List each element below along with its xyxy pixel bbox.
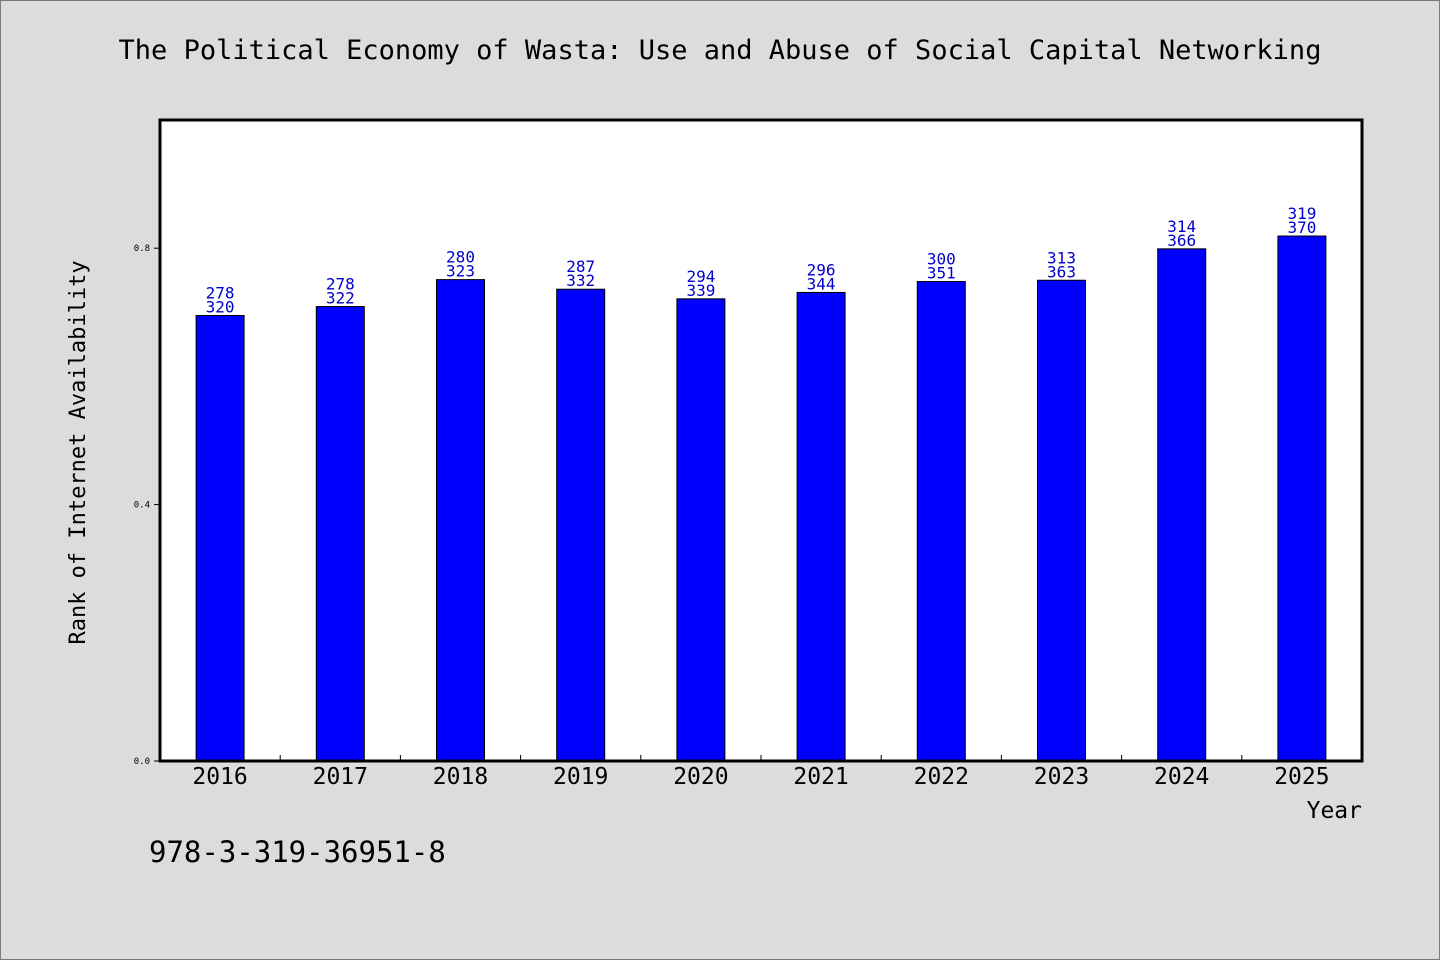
x-axis-label: Year [1307,798,1362,824]
x-tick-label-2025: 2025 [1274,764,1329,790]
data-label-bottom-2024: 366 [1167,231,1196,250]
data-label-top-2018: 280 [446,248,475,267]
data-label-top-2023: 313 [1047,248,1076,267]
data-label-top-2024: 314 [1167,217,1196,236]
y-tick-label: 0.8 [134,244,150,254]
x-tick-label-2021: 2021 [793,764,848,790]
bar-2023 [1037,279,1086,762]
data-label-bottom-2019: 332 [566,271,595,290]
data-label-top-2022: 300 [927,250,956,269]
bar-2017 [315,306,365,762]
data-label-bottom-2022: 351 [927,264,956,283]
isbn-footer: 978-3-319-36951-8 [149,835,446,869]
x-tick-label-2024: 2024 [1154,764,1209,790]
bar-2024 [1157,248,1207,762]
data-label-top-2016: 278 [206,284,235,303]
y-tick-label: 0.0 [134,757,150,767]
chart-title: The Political Economy of Wasta: Use and … [118,35,1322,66]
bar-2016 [195,315,245,762]
data-label-bottom-2023: 363 [1047,262,1076,281]
data-label-top-2019: 287 [566,257,595,276]
data-label-bottom-2025: 370 [1287,218,1316,237]
bar-2019 [556,288,606,762]
y-axis-label: Rank of Internet Availability [66,260,91,644]
y-tick-label: 0.4 [134,501,150,511]
data-label-top-2025: 319 [1287,204,1316,223]
x-tick-label-2023: 2023 [1034,764,1089,790]
plot-frame [158,118,1364,763]
bar-2021 [796,291,846,762]
data-label-top-2021: 296 [807,260,836,279]
x-tick-label-2018: 2018 [433,764,488,790]
bar-2020 [676,298,726,762]
x-tick-label-2019: 2019 [553,764,608,790]
data-label-bottom-2021: 344 [807,274,836,293]
bar-2022 [916,281,966,762]
bar-2025 [1277,235,1327,762]
x-tick-label-2022: 2022 [914,764,969,790]
data-label-bottom-2016: 320 [206,298,235,317]
data-label-bottom-2020: 339 [686,281,715,300]
data-label-top-2017: 278 [326,275,355,294]
x-tick-label-2020: 2020 [673,764,728,790]
x-tick-label-2016: 2016 [192,764,247,790]
x-tick-label-2017: 2017 [313,764,368,790]
data-label-bottom-2018: 323 [446,262,475,281]
data-label-top-2020: 294 [686,267,715,286]
bar-2018 [436,279,485,762]
data-label-bottom-2017: 322 [326,289,355,308]
